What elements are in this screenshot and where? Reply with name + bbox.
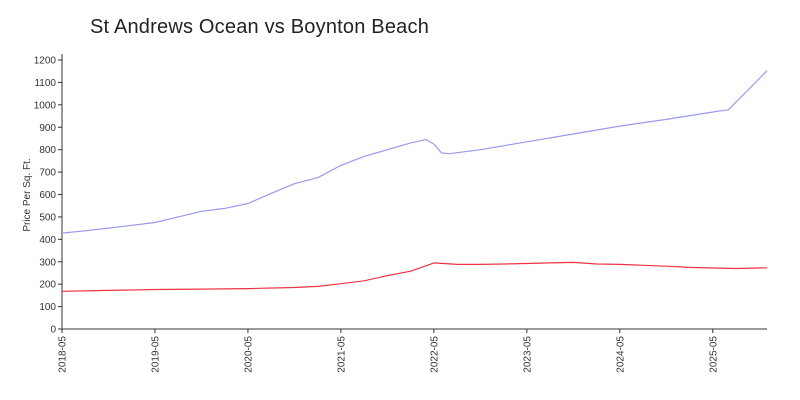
x-tick-label: 2023-05 bbox=[522, 336, 533, 373]
series-line-1 bbox=[61, 70, 768, 234]
x-tick-label: 2025-05 bbox=[708, 336, 719, 373]
y-tick-label: 600 bbox=[39, 190, 56, 201]
y-tick-label: 1100 bbox=[34, 78, 56, 89]
x-tick-label: 2020-05 bbox=[243, 336, 254, 373]
y-tick-label: 1000 bbox=[34, 100, 57, 111]
series-layer bbox=[61, 70, 768, 292]
chart-title: St Andrews Ocean vs Boynton Beach bbox=[90, 16, 430, 38]
x-tick-label: 2021-05 bbox=[336, 336, 347, 373]
y-ticks: 0 100 200 300 400 500 600 700 800 900 1000 1100 1200 bbox=[34, 56, 62, 336]
y-tick-label: 200 bbox=[39, 280, 56, 291]
y-tick-label: 700 bbox=[39, 168, 56, 179]
y-tick-label: 900 bbox=[39, 123, 56, 134]
x-tick-label: 2024-05 bbox=[615, 336, 626, 373]
x-tick-label: 2022-05 bbox=[429, 336, 440, 373]
x-ticks: 2018-05 2019-05 2020-05 2021-05 2022-05 2023-… bbox=[58, 329, 719, 373]
x-tick-label: 2019-05 bbox=[150, 336, 161, 373]
x-tick-label: 2018-05 bbox=[58, 336, 69, 373]
series-line-2 bbox=[61, 261, 768, 292]
y-axis-title: Price Per Sq. Ft. bbox=[22, 158, 33, 231]
y-tick-label: 0 bbox=[50, 325, 56, 336]
y-tick-label: 1200 bbox=[34, 56, 57, 67]
y-tick-label: 400 bbox=[39, 235, 56, 246]
y-tick-label: 300 bbox=[39, 257, 56, 268]
y-tick-label: 800 bbox=[39, 145, 56, 156]
y-tick-label: 500 bbox=[39, 212, 56, 223]
y-tick-label: 100 bbox=[39, 302, 56, 313]
axes-layer bbox=[61, 54, 767, 330]
